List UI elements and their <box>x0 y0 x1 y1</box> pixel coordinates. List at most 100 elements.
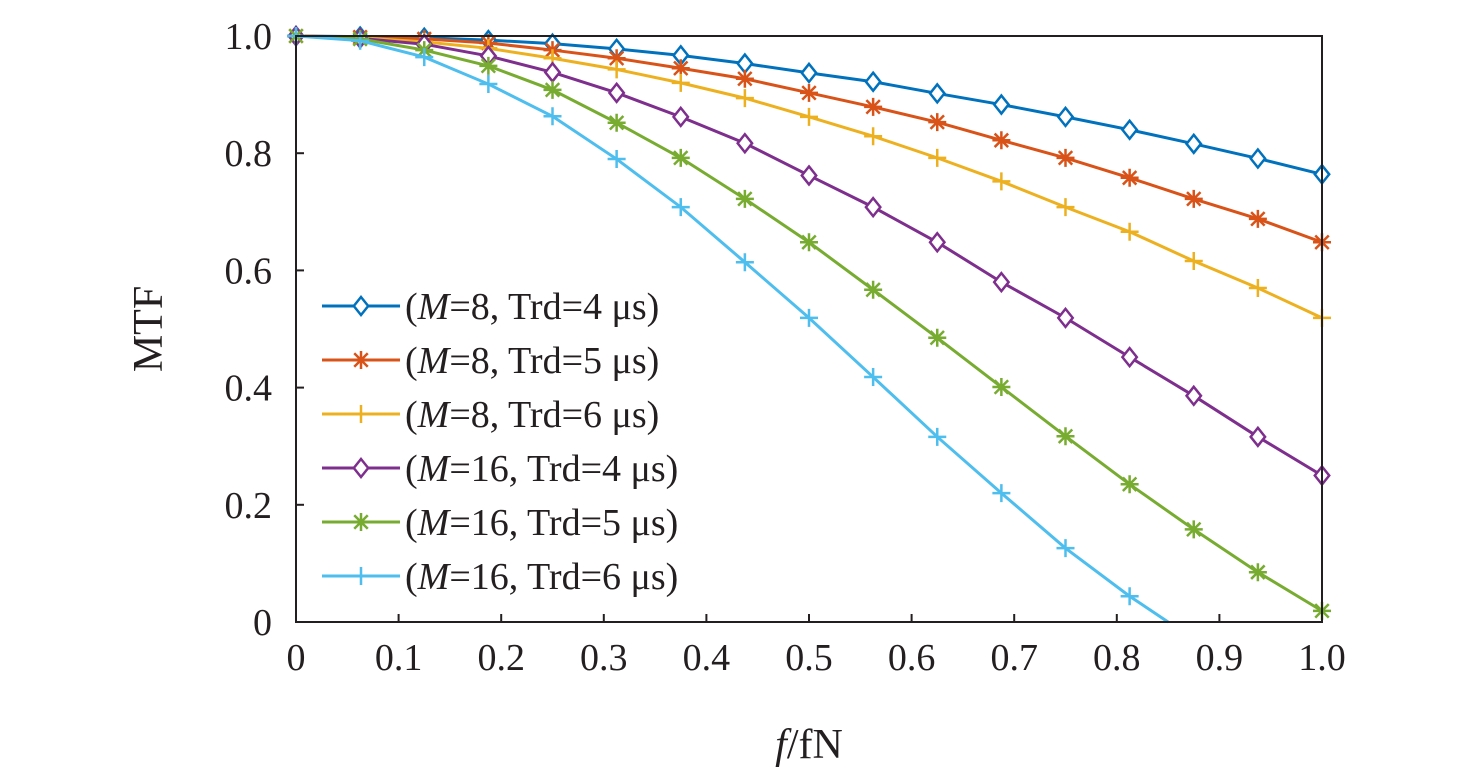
y-tick-label: 1.0 <box>225 16 273 58</box>
data-point-asterisk-icon <box>1056 148 1075 167</box>
legend-entry: (M=16, Trd=4 μs) <box>322 448 678 490</box>
data-point-plus-icon <box>671 198 690 217</box>
data-point-asterisk-icon <box>671 148 690 167</box>
legend-plus-icon <box>352 567 370 585</box>
data-point-asterisk-icon <box>1120 168 1139 187</box>
data-point-plus-icon <box>543 107 562 126</box>
legend-label: (M=8, Trd=5 μs) <box>405 340 659 382</box>
x-tick-label: 1.0 <box>1298 637 1346 679</box>
data-point-asterisk-icon <box>1120 475 1139 494</box>
data-point-plus-icon <box>1056 198 1075 217</box>
y-tick-label: 0.6 <box>225 250 273 292</box>
data-point-plus-icon <box>928 427 947 446</box>
data-point-plus-icon <box>1184 252 1203 271</box>
data-point-plus-icon <box>864 127 883 146</box>
x-axis-label: f/fN <box>775 722 843 768</box>
data-point-diamond-icon <box>800 61 818 84</box>
data-point-plus-icon <box>735 89 754 108</box>
legend-entry: (M=8, Trd=6 μs) <box>322 394 659 436</box>
data-point-plus-icon <box>415 48 434 67</box>
data-point-plus-icon <box>1120 222 1139 241</box>
legend-label: (M=8, Trd=4 μs) <box>405 286 659 328</box>
data-point-asterisk-icon <box>479 56 498 75</box>
data-point-diamond-icon <box>1249 425 1267 448</box>
data-point-diamond-icon <box>1249 147 1267 170</box>
data-point-diamond-icon <box>1120 118 1139 141</box>
legend-label: (M=16, Trd=4 μs) <box>405 448 678 490</box>
data-point-diamond-icon <box>1056 105 1075 128</box>
data-point-plus-icon <box>479 75 498 94</box>
data-point-plus-icon <box>800 107 818 126</box>
legend-plus-icon <box>352 405 370 423</box>
data-point-plus-icon <box>1248 278 1267 297</box>
data-point-plus-icon <box>607 60 626 79</box>
legend-label: (M=16, Trd=6 μs) <box>405 556 678 598</box>
data-point-asterisk-icon <box>800 83 818 102</box>
data-point-plus-icon <box>992 484 1011 503</box>
legend-asterisk-icon <box>352 513 370 531</box>
data-point-asterisk-icon <box>864 280 883 299</box>
legend-label: (M=8, Trd=6 μs) <box>405 394 659 436</box>
x-tick-label: 0 <box>287 637 306 679</box>
data-point-plus-icon <box>671 73 690 92</box>
data-point-asterisk-icon <box>543 80 562 99</box>
data-point-asterisk-icon <box>1056 427 1075 446</box>
x-tick-label: 0.3 <box>580 637 628 679</box>
legend-entry: (M=16, Trd=5 μs) <box>322 502 678 544</box>
data-point-diamond-icon <box>1120 346 1139 369</box>
data-point-plus-icon <box>928 148 947 167</box>
x-tick-label: 0.4 <box>683 637 731 679</box>
data-point-diamond-icon <box>992 271 1011 294</box>
legend-diamond-icon <box>352 294 370 318</box>
data-point-asterisk-icon <box>735 189 754 208</box>
data-point-asterisk-icon <box>992 131 1011 150</box>
data-point-asterisk-icon <box>735 69 754 88</box>
data-point-plus-icon <box>351 31 370 50</box>
data-point-plus-icon <box>1056 539 1075 558</box>
data-point-asterisk-icon <box>1248 209 1267 228</box>
x-tick-label: 0.7 <box>990 637 1038 679</box>
y-tick-label: 0.2 <box>225 485 273 527</box>
data-point-diamond-icon <box>1056 306 1075 329</box>
data-point-diamond-icon <box>671 105 690 128</box>
x-tick-label: 0.1 <box>375 637 423 679</box>
data-point-plus-icon <box>1120 587 1139 606</box>
legend-entry: (M=8, Trd=5 μs) <box>322 340 659 382</box>
data-point-plus-icon <box>864 368 883 387</box>
data-point-plus-icon <box>735 253 754 272</box>
x-tick-label: 0.6 <box>888 637 936 679</box>
y-tick-label: 0.8 <box>225 133 273 175</box>
data-point-diamond-icon <box>864 196 882 219</box>
data-point-asterisk-icon <box>1248 563 1267 582</box>
legend-label: (M=16, Trd=5 μs) <box>405 502 678 544</box>
data-point-asterisk-icon <box>1184 189 1203 208</box>
legend-entry: (M=16, Trd=6 μs) <box>322 556 678 598</box>
data-point-asterisk-icon <box>928 113 947 132</box>
data-point-diamond-icon <box>736 132 754 155</box>
data-point-asterisk-icon <box>607 49 626 68</box>
y-tick-label: 0 <box>253 602 272 644</box>
data-point-diamond-icon <box>992 93 1011 116</box>
data-point-asterisk-icon <box>607 113 626 132</box>
data-point-diamond-icon <box>928 231 947 254</box>
data-point-plus-icon <box>607 150 626 169</box>
data-point-plus-icon <box>800 308 818 327</box>
data-point-diamond-icon <box>864 70 882 93</box>
x-tick-label: 0.9 <box>1196 637 1244 679</box>
data-point-diamond-icon <box>1184 384 1203 407</box>
data-point-diamond-icon <box>928 82 947 105</box>
data-point-asterisk-icon <box>800 233 818 252</box>
data-point-asterisk-icon <box>992 378 1011 397</box>
data-point-asterisk-icon <box>928 328 947 347</box>
legend-entry: (M=8, Trd=4 μs) <box>322 286 659 328</box>
data-point-diamond-icon <box>1184 132 1203 155</box>
y-tick-label: 0.4 <box>225 368 273 410</box>
data-point-plus-icon <box>992 172 1011 191</box>
data-point-diamond-icon <box>543 61 562 84</box>
x-tick-label: 0.2 <box>477 637 525 679</box>
data-point-diamond-icon <box>800 164 818 187</box>
legend: (M=8, Trd=4 μs) (M=8, Trd=5 μs) (M=8, Trd=… <box>322 286 678 598</box>
data-point-asterisk-icon <box>864 97 883 116</box>
data-point-diamond-icon <box>607 81 626 104</box>
